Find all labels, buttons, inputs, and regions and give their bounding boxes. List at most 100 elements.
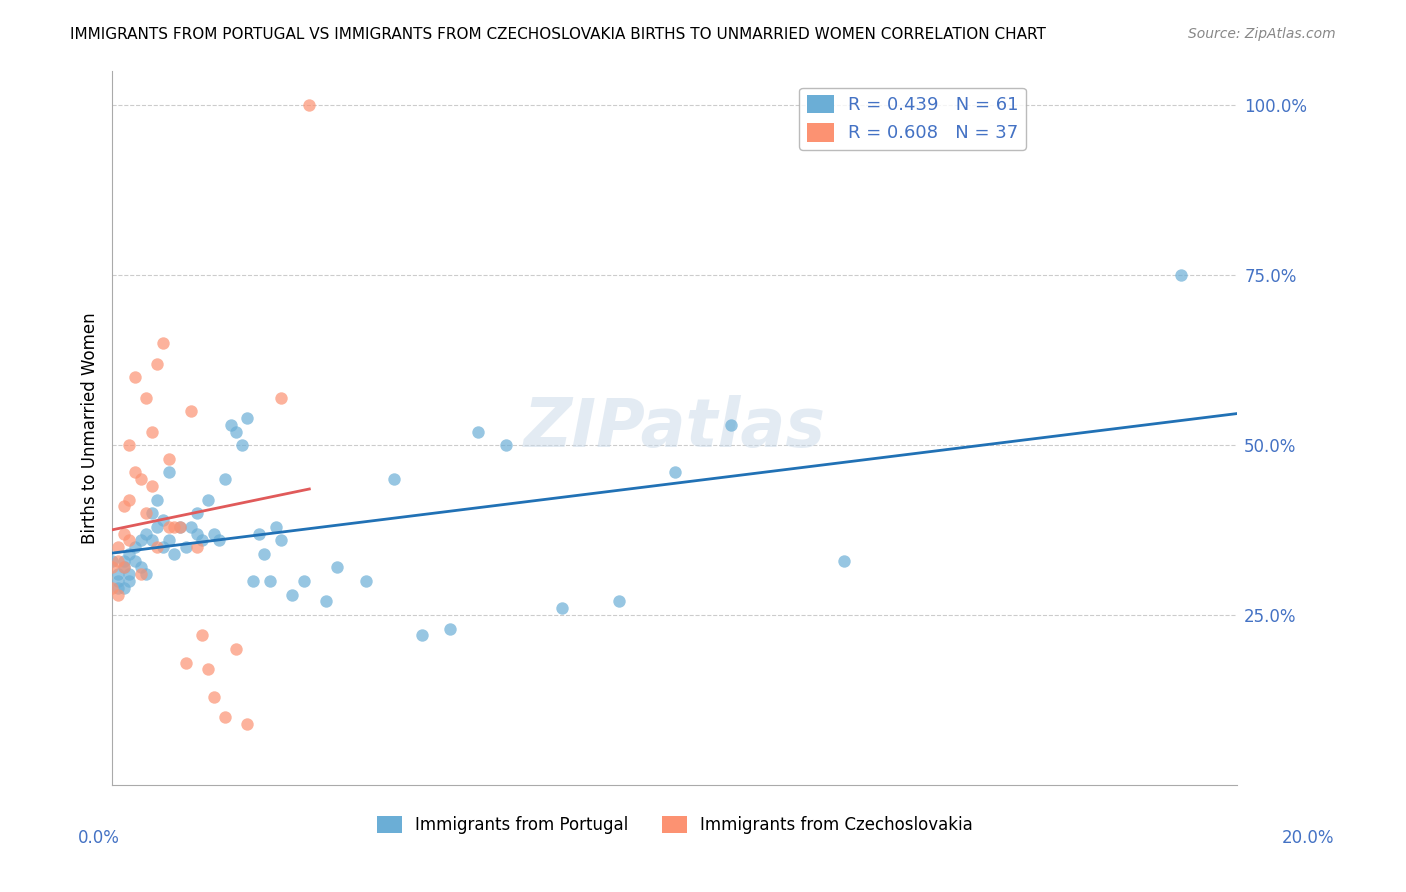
- Point: [124, 554, 146, 568]
- Point: [163, 547, 186, 561]
- Point: [152, 336, 174, 351]
- Point: [169, 519, 191, 533]
- Point: [118, 547, 141, 561]
- Point: [186, 540, 208, 554]
- Point: [118, 438, 141, 452]
- Point: [118, 492, 141, 507]
- Point: [720, 417, 742, 432]
- Text: 0.0%: 0.0%: [77, 829, 120, 847]
- Point: [253, 547, 276, 561]
- Text: ZIPatlas: ZIPatlas: [524, 395, 825, 461]
- Point: [107, 588, 129, 602]
- Point: [101, 581, 124, 595]
- Point: [551, 601, 574, 615]
- Point: [186, 506, 208, 520]
- Point: [382, 472, 405, 486]
- Point: [315, 594, 337, 608]
- Point: [118, 533, 141, 548]
- Point: [247, 526, 270, 541]
- Point: [129, 560, 152, 574]
- Point: [231, 438, 253, 452]
- Point: [411, 628, 433, 642]
- Point: [202, 690, 225, 704]
- Point: [439, 622, 461, 636]
- Point: [264, 519, 287, 533]
- Point: [225, 425, 247, 439]
- Point: [326, 560, 349, 574]
- Point: [107, 574, 129, 588]
- Text: Source: ZipAtlas.com: Source: ZipAtlas.com: [1188, 27, 1336, 41]
- Point: [129, 472, 152, 486]
- Point: [270, 391, 292, 405]
- Point: [107, 567, 129, 582]
- Point: [180, 404, 202, 418]
- Point: [354, 574, 377, 588]
- Point: [146, 492, 169, 507]
- Point: [146, 357, 169, 371]
- Point: [112, 526, 135, 541]
- Point: [157, 519, 180, 533]
- Legend: Immigrants from Portugal, Immigrants from Czechoslovakia: Immigrants from Portugal, Immigrants fro…: [370, 809, 980, 841]
- Point: [152, 513, 174, 527]
- Point: [467, 425, 489, 439]
- Point: [191, 628, 214, 642]
- Point: [135, 567, 157, 582]
- Point: [174, 540, 197, 554]
- Point: [141, 479, 163, 493]
- Point: [135, 506, 157, 520]
- Point: [141, 533, 163, 548]
- Point: [208, 533, 231, 548]
- Point: [112, 581, 135, 595]
- Point: [197, 492, 219, 507]
- Point: [107, 581, 129, 595]
- Point: [664, 466, 686, 480]
- Point: [101, 554, 124, 568]
- Text: 20.0%: 20.0%: [1281, 829, 1334, 847]
- Point: [118, 574, 141, 588]
- Point: [174, 656, 197, 670]
- Y-axis label: Births to Unmarried Women: Births to Unmarried Women: [80, 312, 98, 544]
- Point: [129, 533, 152, 548]
- Point: [124, 540, 146, 554]
- Point: [225, 642, 247, 657]
- Point: [141, 506, 163, 520]
- Point: [832, 554, 855, 568]
- Point: [157, 533, 180, 548]
- Point: [135, 391, 157, 405]
- Point: [124, 466, 146, 480]
- Point: [118, 567, 141, 582]
- Point: [236, 716, 259, 731]
- Point: [219, 417, 242, 432]
- Point: [112, 560, 135, 574]
- Point: [124, 370, 146, 384]
- Point: [214, 710, 236, 724]
- Point: [107, 540, 129, 554]
- Point: [186, 526, 208, 541]
- Point: [146, 519, 169, 533]
- Point: [202, 526, 225, 541]
- Point: [107, 554, 129, 568]
- Point: [281, 588, 304, 602]
- Point: [135, 526, 157, 541]
- Point: [157, 451, 180, 466]
- Point: [191, 533, 214, 548]
- Point: [292, 574, 315, 588]
- Point: [112, 560, 135, 574]
- Point: [146, 540, 169, 554]
- Point: [1170, 268, 1192, 283]
- Text: IMMIGRANTS FROM PORTUGAL VS IMMIGRANTS FROM CZECHOSLOVAKIA BIRTHS TO UNMARRIED W: IMMIGRANTS FROM PORTUGAL VS IMMIGRANTS F…: [70, 27, 1046, 42]
- Point: [112, 554, 135, 568]
- Point: [495, 438, 517, 452]
- Point: [214, 472, 236, 486]
- Point: [298, 98, 321, 112]
- Point: [169, 519, 191, 533]
- Point: [607, 594, 630, 608]
- Point: [129, 567, 152, 582]
- Point: [141, 425, 163, 439]
- Point: [152, 540, 174, 554]
- Point: [101, 560, 124, 574]
- Point: [157, 466, 180, 480]
- Point: [259, 574, 281, 588]
- Point: [270, 533, 292, 548]
- Point: [236, 411, 259, 425]
